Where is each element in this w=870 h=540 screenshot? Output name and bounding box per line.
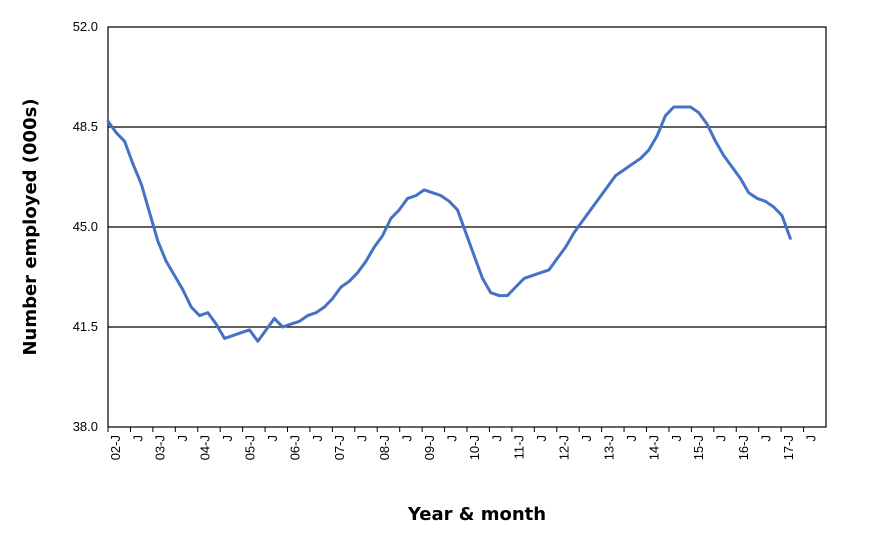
x-tick-label: 10-J — [467, 435, 482, 460]
x-tick-label: J — [310, 435, 325, 442]
x-tick-label: J — [444, 435, 459, 442]
y-tick-label: 38.0 — [73, 419, 98, 434]
x-tick-label: 11-J — [512, 435, 527, 459]
x-tick-label: J — [265, 435, 280, 442]
x-tick-label: 05-J — [242, 435, 257, 460]
x-tick-label: 16-J — [736, 435, 751, 460]
x-tick-label: J — [355, 435, 370, 442]
x-tick-label: J — [220, 435, 235, 442]
x-tick-label: J — [579, 435, 594, 442]
y-axis-ticks: 38.0 41.5 45.0 48.5 52.0 — [73, 19, 98, 434]
x-tick-label: 12-J — [557, 435, 572, 460]
x-axis-title: Year & month — [407, 504, 546, 525]
x-axis-ticks: 02-J J 03-J J 04-J J 05-J J 06-J J 07-J J 08-J J 09-J J… — [107, 427, 818, 460]
x-tick-label: 06-J — [287, 435, 302, 460]
x-tick-label: J — [759, 435, 774, 442]
x-tick-label: 08-J — [377, 435, 392, 460]
y-tick-label: 41.5 — [73, 319, 98, 334]
y-tick-label: 52.0 — [73, 19, 98, 34]
gridlines — [108, 126, 826, 328]
x-tick-label: 04-J — [198, 435, 213, 460]
x-tick-label: J — [489, 435, 504, 442]
x-tick-label: 03-J — [153, 435, 168, 460]
y-axis-title: Number employed (000s) — [20, 98, 41, 355]
x-tick-label: J — [130, 435, 145, 442]
x-tick-label: 02-J — [108, 435, 123, 460]
x-tick-label: J — [534, 435, 549, 442]
x-tick-label: J — [624, 435, 639, 442]
y-tick-label: 48.5 — [73, 119, 98, 134]
x-tick-label: J — [803, 435, 818, 442]
x-tick-label: J — [669, 435, 684, 442]
x-tick-label: J — [714, 435, 729, 442]
x-tick-label: 15-J — [691, 435, 706, 460]
x-tick-label: 17-J — [781, 435, 796, 460]
x-tick-label: 07-J — [332, 435, 347, 460]
y-tick-label: 45.0 — [73, 219, 98, 234]
x-tick-label: 09-J — [422, 435, 437, 460]
employment-series-line — [106, 105, 792, 343]
x-tick-label: J — [175, 435, 190, 442]
x-tick-label: 13-J — [601, 435, 616, 460]
x-tick-label: 14-J — [646, 435, 661, 460]
x-tick-label: J — [400, 435, 415, 442]
